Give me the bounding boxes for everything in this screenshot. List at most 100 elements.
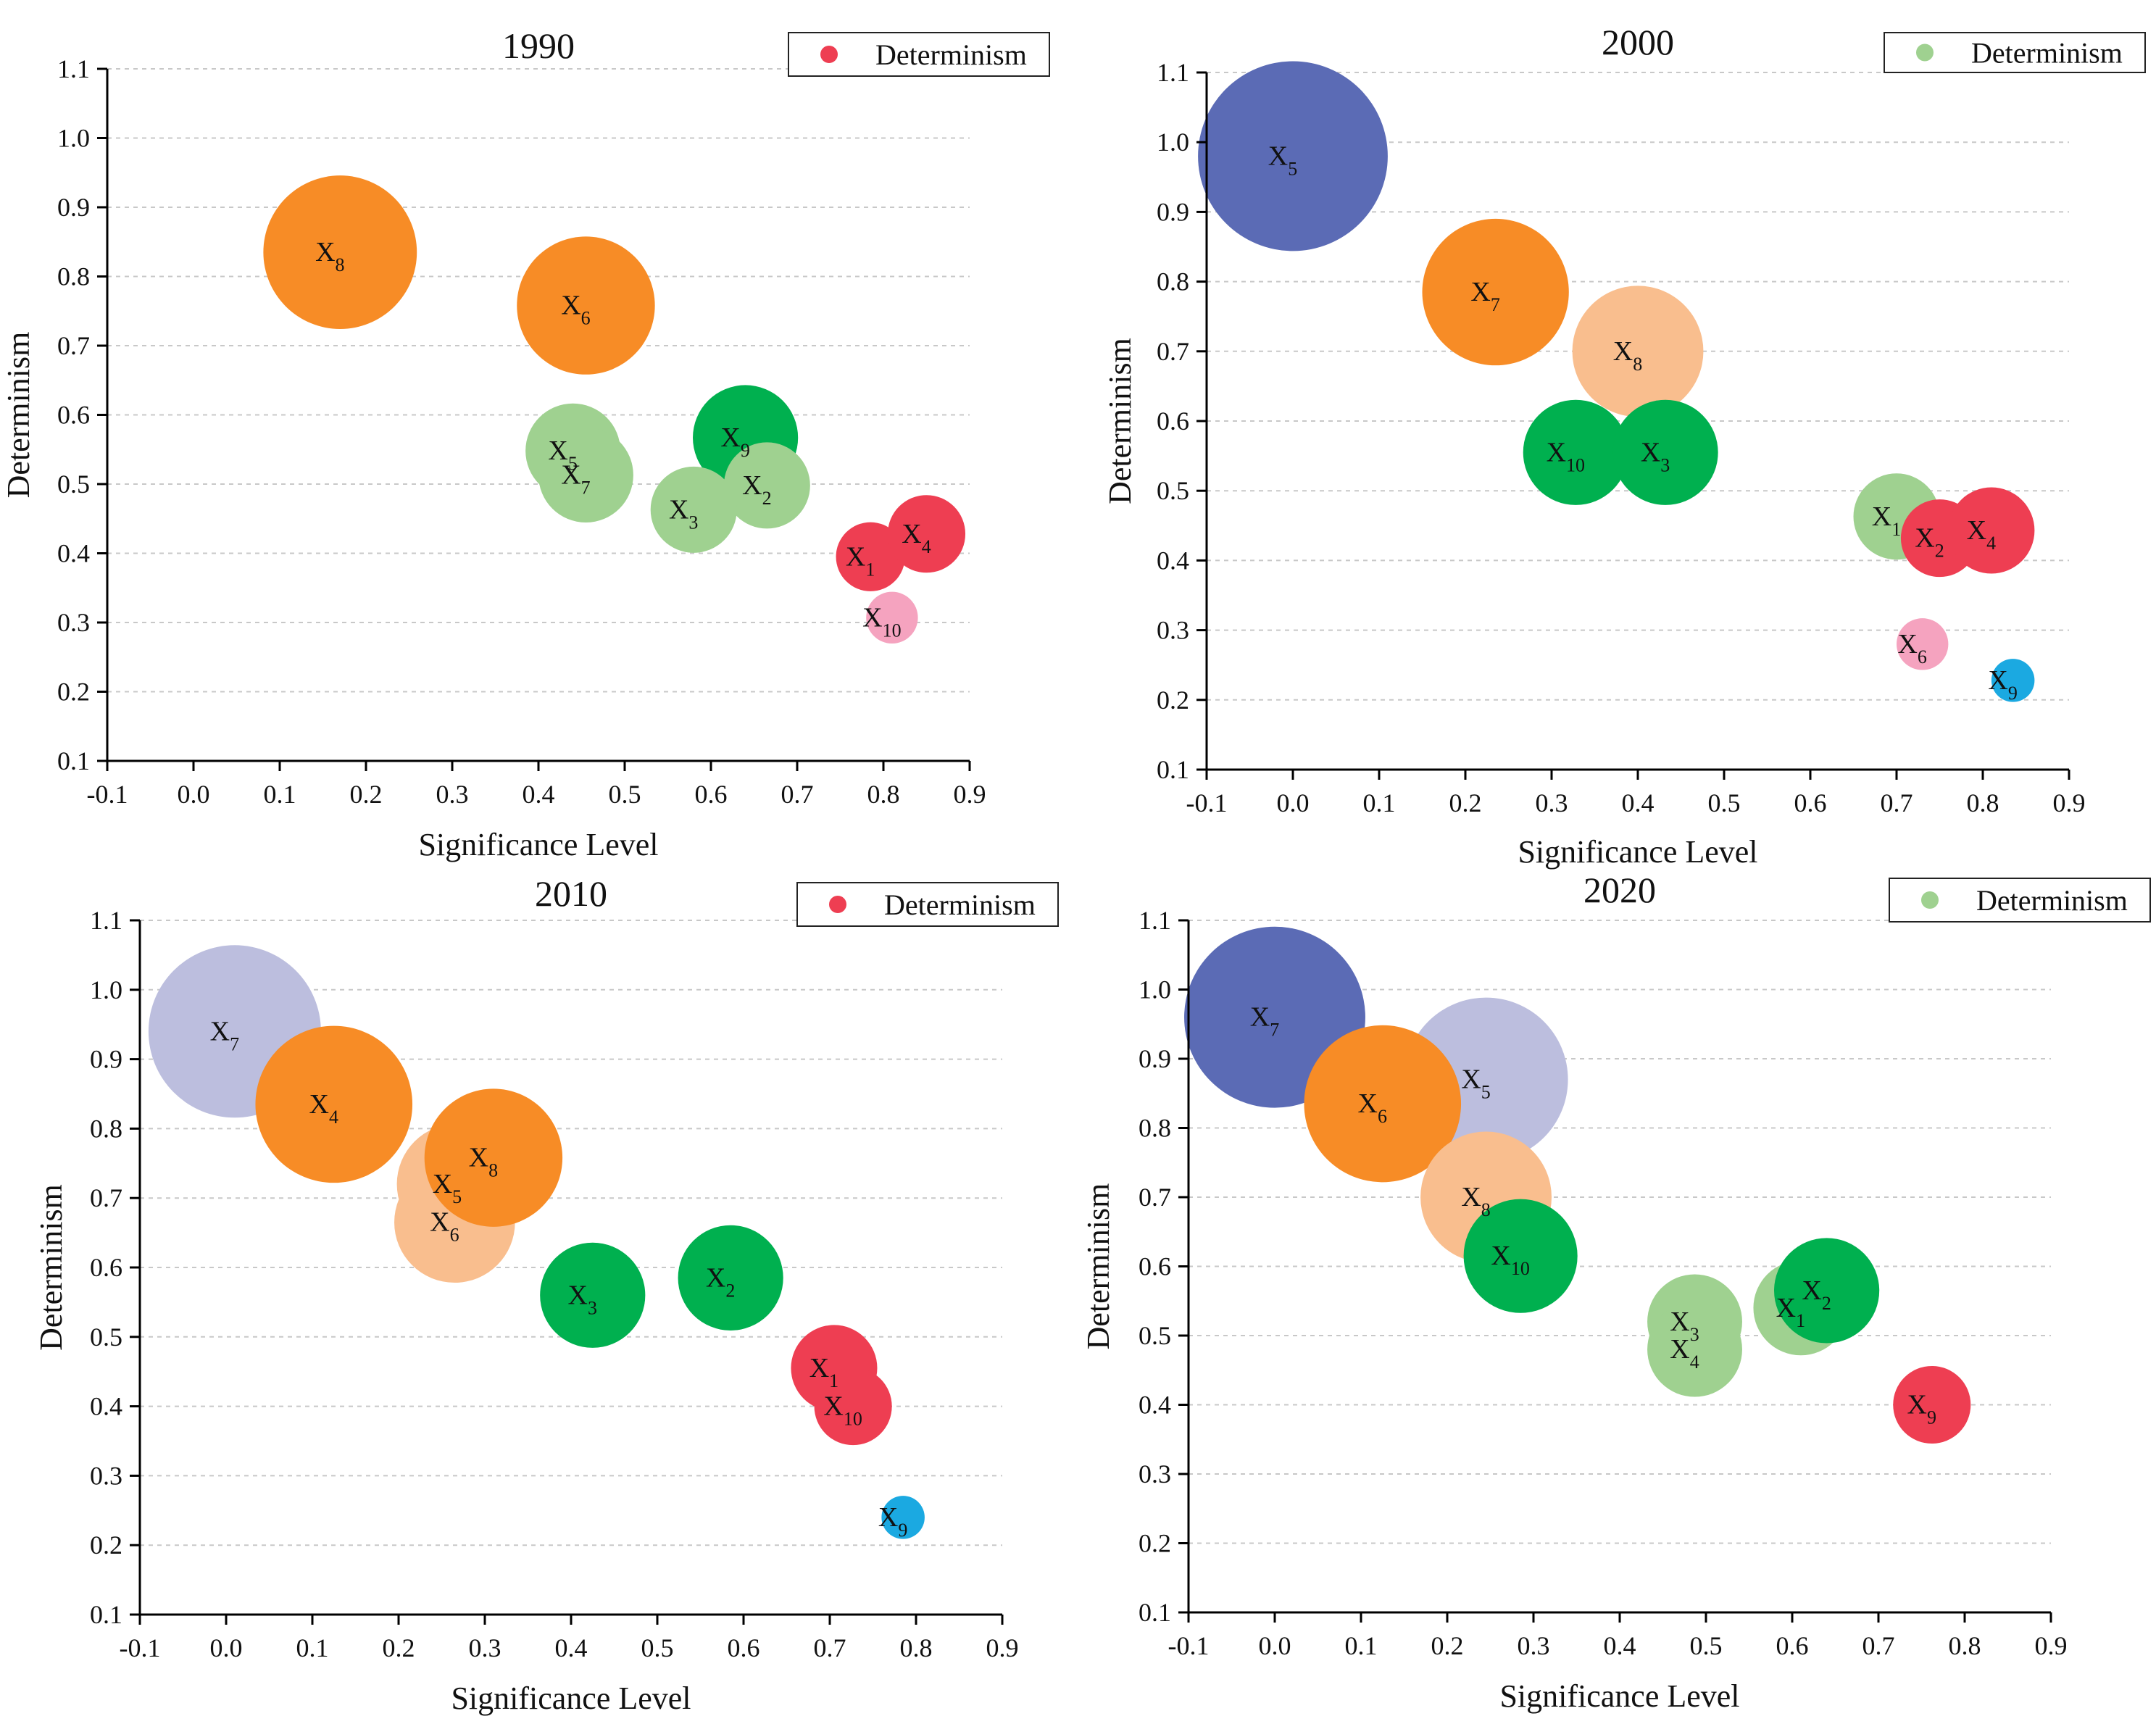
y-tick-label: 1.0 <box>57 124 90 153</box>
bubble-label-x9: X9 <box>720 422 749 461</box>
x-axis-label: Significance Level <box>1518 834 1757 870</box>
bubble-label-x3: X3 <box>1641 437 1670 475</box>
x-tick-label: 0.7 <box>781 780 814 809</box>
bubble-label-x7: X7 <box>1250 1002 1279 1041</box>
x-tick-label: 0.8 <box>1949 1631 1981 1660</box>
x-tick-label: 0.0 <box>1277 788 1310 817</box>
y-tick-label: 0.5 <box>1139 1321 1171 1350</box>
bubble-x8 <box>1572 286 1704 417</box>
x-tick-label: 0.1 <box>296 1633 329 1662</box>
chart-title: 2000 <box>1602 22 1674 62</box>
bubble-label-x9: X9 <box>1907 1390 1936 1428</box>
y-tick-label: 0.5 <box>90 1323 122 1352</box>
x-tick-label: 0.5 <box>1690 1631 1723 1660</box>
x-tick-label: 0.6 <box>695 780 728 809</box>
y-tick-label: 1.1 <box>1157 58 1189 87</box>
x-tick-label: -0.1 <box>1168 1631 1210 1660</box>
y-tick-label: 0.9 <box>90 1045 122 1074</box>
bubble-label-x8: X8 <box>1461 1182 1490 1220</box>
bubble-x10 <box>814 1367 892 1446</box>
x-tick-label: 0.6 <box>728 1633 760 1662</box>
x-tick-label: 0.3 <box>1518 1631 1550 1660</box>
y-tick-label: 1.0 <box>1157 128 1189 157</box>
bubble-x9 <box>881 1496 925 1539</box>
legend-label: Determinism <box>884 888 1036 921</box>
y-tick-label: 0.1 <box>57 746 90 775</box>
y-tick-label: 0.7 <box>1139 1183 1171 1212</box>
y-tick-label: 0.5 <box>1157 476 1189 505</box>
bubble-label-x10: X10 <box>1491 1241 1529 1279</box>
bubble-label-x10: X10 <box>823 1391 862 1430</box>
x-tick-label: 0.4 <box>523 780 555 809</box>
bubble-x3 <box>650 466 737 553</box>
legend-marker <box>829 896 846 913</box>
bubble-x8 <box>263 175 417 329</box>
bubble-x7 <box>1422 218 1569 366</box>
x-tick-label: 0.5 <box>609 780 641 809</box>
bubble-label-x10: X10 <box>1547 437 1585 475</box>
legend: Determinism <box>1884 32 2146 73</box>
bubble-x2 <box>723 442 810 529</box>
y-tick-label: 0.1 <box>1157 755 1189 784</box>
bubble-x4 <box>1647 1302 1742 1397</box>
x-tick-label: 0.3 <box>469 1633 501 1662</box>
x-tick-label: 0.4 <box>555 1633 588 1662</box>
legend-marker <box>1921 891 1939 909</box>
bubble-label-x6: X6 <box>1897 629 1926 667</box>
x-tick-label: 0.5 <box>1708 788 1741 817</box>
bubble-x4 <box>1948 487 2035 574</box>
bubble-label-x8: X8 <box>1613 336 1642 375</box>
x-tick-label: 0.2 <box>383 1633 415 1662</box>
x-tick-label: -0.1 <box>120 1633 161 1662</box>
y-tick-label: 0.9 <box>57 193 90 222</box>
y-tick-label: 0.2 <box>1139 1529 1171 1558</box>
bubble-label-x7: X7 <box>210 1016 239 1054</box>
legend-label: Determinism <box>1971 37 2123 70</box>
y-tick-label: 0.2 <box>90 1531 122 1559</box>
x-tick-label: 0.8 <box>1967 788 1999 817</box>
bubble-label-x6: X6 <box>1358 1088 1387 1127</box>
chart-panel-2000: X5 X7 X8 X10 X3 X1 X2 X4 X6 X9 -0.1 0.0 0.1 0.2 0.3 0.4… <box>1102 22 2146 870</box>
y-axis-label: Determinism <box>1081 1183 1116 1350</box>
legend-label: Determinism <box>1976 884 2128 917</box>
bubble-label-x5: X5 <box>1461 1065 1490 1103</box>
bubble-label-x4: X4 <box>902 519 931 557</box>
y-tick-label: 0.9 <box>1139 1044 1171 1073</box>
legend: Determinism <box>788 32 1050 77</box>
x-axis-label: Significance Level <box>451 1681 691 1716</box>
y-tick-label: 1.1 <box>90 906 122 935</box>
bubble-label-x7: X7 <box>1470 277 1499 315</box>
y-tick-label: 0.4 <box>1157 546 1189 575</box>
bubble-x3 <box>1612 399 1718 505</box>
y-tick-label: 0.7 <box>57 331 90 360</box>
x-axis-label: Significance Level <box>1499 1678 1739 1714</box>
y-tick-label: 0.5 <box>57 470 90 499</box>
x-tick-label: 0.3 <box>1536 788 1568 817</box>
x-tick-label: 0.1 <box>264 780 296 809</box>
y-tick-label: 0.9 <box>1157 197 1189 226</box>
bubble-label-x9: X9 <box>878 1502 907 1541</box>
bubble-label-x8: X8 <box>469 1143 498 1181</box>
bubble-x7 <box>538 428 633 523</box>
y-tick-label: 0.3 <box>57 608 90 637</box>
bubble-label-x4: X4 <box>1967 515 1996 554</box>
x-tick-label: 0.7 <box>1862 1631 1895 1660</box>
y-tick-label: 0.6 <box>1157 407 1189 436</box>
y-tick-label: 0.4 <box>57 539 90 568</box>
bubble-label-x1: X1 <box>1776 1293 1805 1331</box>
y-tick-label: 0.3 <box>1157 616 1189 645</box>
chart-title: 2020 <box>1583 870 1656 910</box>
bubble-label-x6: X6 <box>430 1207 459 1246</box>
bubble-x3 <box>540 1242 646 1348</box>
bubble-label-x2: X2 <box>1915 523 1944 562</box>
y-tick-label: 0.7 <box>1157 337 1189 366</box>
bubble-x10 <box>1463 1199 1578 1313</box>
x-tick-label: 0.8 <box>867 780 900 809</box>
y-tick-label: 1.0 <box>90 975 122 1004</box>
x-axis-label: Significance Level <box>418 827 658 862</box>
bubble-x9 <box>1991 659 2035 702</box>
y-tick-label: 1.1 <box>1139 906 1171 935</box>
x-tick-label: 0.9 <box>2035 1631 2068 1660</box>
bubble-x4 <box>255 1025 413 1183</box>
